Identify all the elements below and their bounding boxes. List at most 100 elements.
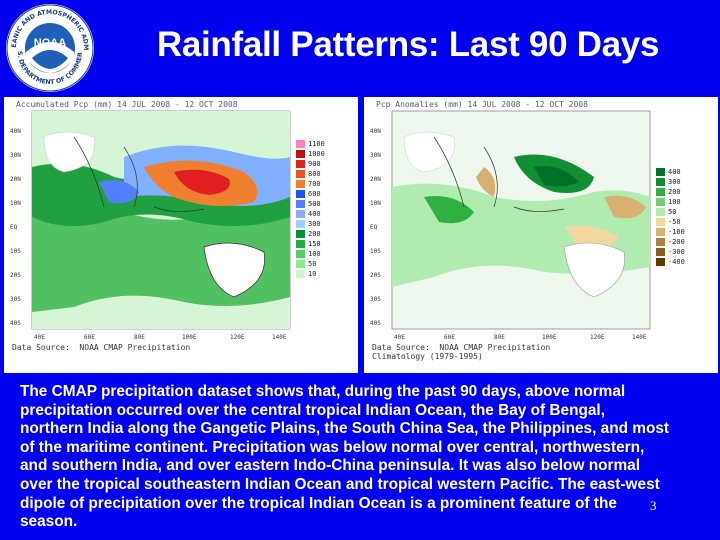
legend-label: 100 xyxy=(668,198,681,206)
legend-entry: 400 xyxy=(656,167,696,177)
map-caption: Accumulated Pcp (mm) 14 JUL 2008 - 12 OC… xyxy=(16,100,238,109)
legend-entry: 200 xyxy=(656,187,696,197)
y-tick: 30S xyxy=(10,296,21,303)
legend-entry: 600 xyxy=(296,189,336,199)
legend-swatch xyxy=(296,190,305,198)
legend-swatch xyxy=(656,258,665,266)
x-tick: 40E xyxy=(394,334,405,341)
y-tick: 30S xyxy=(370,296,381,303)
legend-swatch xyxy=(656,178,665,186)
legend-swatch xyxy=(656,248,665,256)
legend-label: 150 xyxy=(308,240,321,248)
legend-entry: 700 xyxy=(296,179,336,189)
legend-swatch xyxy=(296,250,305,258)
y-tick: 10N xyxy=(10,200,21,207)
legend-swatch xyxy=(656,198,665,206)
legend-entry: 50 xyxy=(656,207,696,217)
legend-label: 1100 xyxy=(308,140,325,148)
legend-entry: 400 xyxy=(296,209,336,219)
y-tick: 30N xyxy=(10,152,21,159)
x-tick: 140E xyxy=(632,334,647,341)
legend-entry: 10 xyxy=(296,269,336,279)
x-tick: 40E xyxy=(34,334,45,341)
legend-label: 200 xyxy=(308,230,321,238)
data-source: Data Source: NOAA CMAP Precipitation Cli… xyxy=(372,343,551,361)
x-tick: 60E xyxy=(444,334,455,341)
accumulated-precip-graphic: 40N 30N 20N 10N EQ 10S 20S 30S 40S 40E 6… xyxy=(10,110,291,341)
legend-swatch xyxy=(296,150,305,158)
legend-swatch xyxy=(296,240,305,248)
legend-entry: 1000 xyxy=(296,149,336,159)
legend-swatch xyxy=(656,238,665,246)
legend-swatch xyxy=(296,200,305,208)
legend-entry: 900 xyxy=(296,159,336,169)
x-tick: 140E xyxy=(272,334,287,341)
legend-label: 900 xyxy=(308,160,321,168)
legend-label: 800 xyxy=(308,170,321,178)
noaa-logo-graphic: NATIONAL OCEANIC AND ATMOSPHERIC ADMINIS… xyxy=(1,0,94,92)
legend-entry: 100 xyxy=(296,249,336,259)
legend-label: 600 xyxy=(308,190,321,198)
legend-label: 50 xyxy=(308,260,317,268)
y-tick: 40N xyxy=(370,128,381,135)
data-source: Data Source: NOAA CMAP Precipitation xyxy=(12,343,191,352)
legend-swatch xyxy=(296,220,305,228)
y-tick: 20N xyxy=(10,176,21,183)
color-legend: 1100 1000 900 800 700 600 500 400 300 200 150 100 50… xyxy=(296,139,336,279)
legend-label: 700 xyxy=(308,180,321,188)
y-tick: 30N xyxy=(370,152,381,159)
precip-anomaly-graphic: 40N 30N 20N 10N EQ 10S 20S 30S 40S 40E 6… xyxy=(370,110,651,341)
y-tick: 40N xyxy=(10,128,21,135)
x-tick: 120E xyxy=(230,334,245,341)
accumulated-precip-map: 40N 30N 20N 10N EQ 10S 20S 30S 40S 40E 6… xyxy=(4,97,358,373)
y-tick: EQ xyxy=(370,224,378,231)
legend-swatch xyxy=(656,168,665,176)
slide-body-text: The CMAP precipitation dataset shows tha… xyxy=(20,383,670,531)
legend-swatch xyxy=(296,180,305,188)
x-tick: 100E xyxy=(182,334,197,341)
legend-label: -400 xyxy=(668,258,685,266)
legend-swatch xyxy=(296,260,305,268)
y-tick: 20S xyxy=(370,272,381,279)
legend-label: 1000 xyxy=(308,150,325,158)
y-tick: 20N xyxy=(370,176,381,183)
y-tick: 10S xyxy=(10,248,21,255)
legend-label: -100 xyxy=(668,228,685,236)
legend-entry: 300 xyxy=(296,219,336,229)
x-tick: 120E xyxy=(590,334,605,341)
legend-entry: -50 xyxy=(656,217,696,227)
legend-entry: 50 xyxy=(296,259,336,269)
legend-swatch xyxy=(656,188,665,196)
legend-label: -50 xyxy=(668,218,681,226)
legend-entry: 1100 xyxy=(296,139,336,149)
legend-label: 10 xyxy=(308,270,317,278)
y-tick: EQ xyxy=(10,224,18,231)
legend-label: 50 xyxy=(668,208,677,216)
legend-swatch xyxy=(296,230,305,238)
legend-swatch xyxy=(296,140,305,148)
legend-entry: 500 xyxy=(296,199,336,209)
legend-swatch xyxy=(296,270,305,278)
legend-entry: 100 xyxy=(656,197,696,207)
x-tick: 80E xyxy=(494,334,505,341)
legend-entry: 150 xyxy=(296,239,336,249)
legend-entry: -300 xyxy=(656,247,696,257)
legend-label: -300 xyxy=(668,248,685,256)
y-tick: 10N xyxy=(370,200,381,207)
legend-swatch xyxy=(656,228,665,236)
x-tick: 60E xyxy=(84,334,95,341)
color-legend: 400 300 200 100 50 -50 -100 -200 -300 -400 xyxy=(656,167,696,267)
legend-entry: -100 xyxy=(656,227,696,237)
legend-swatch xyxy=(296,160,305,168)
legend-label: 200 xyxy=(668,188,681,196)
legend-swatch xyxy=(296,170,305,178)
legend-swatch xyxy=(656,218,665,226)
legend-swatch xyxy=(296,210,305,218)
legend-swatch xyxy=(656,208,665,216)
legend-label: 300 xyxy=(668,178,681,186)
legend-entry: 300 xyxy=(656,177,696,187)
map-caption: Pcp Anomalies (mm) 14 JUL 2008 - 12 OCT … xyxy=(376,100,588,109)
legend-label: 500 xyxy=(308,200,321,208)
legend-entry: -400 xyxy=(656,257,696,267)
y-tick: 20S xyxy=(10,272,21,279)
